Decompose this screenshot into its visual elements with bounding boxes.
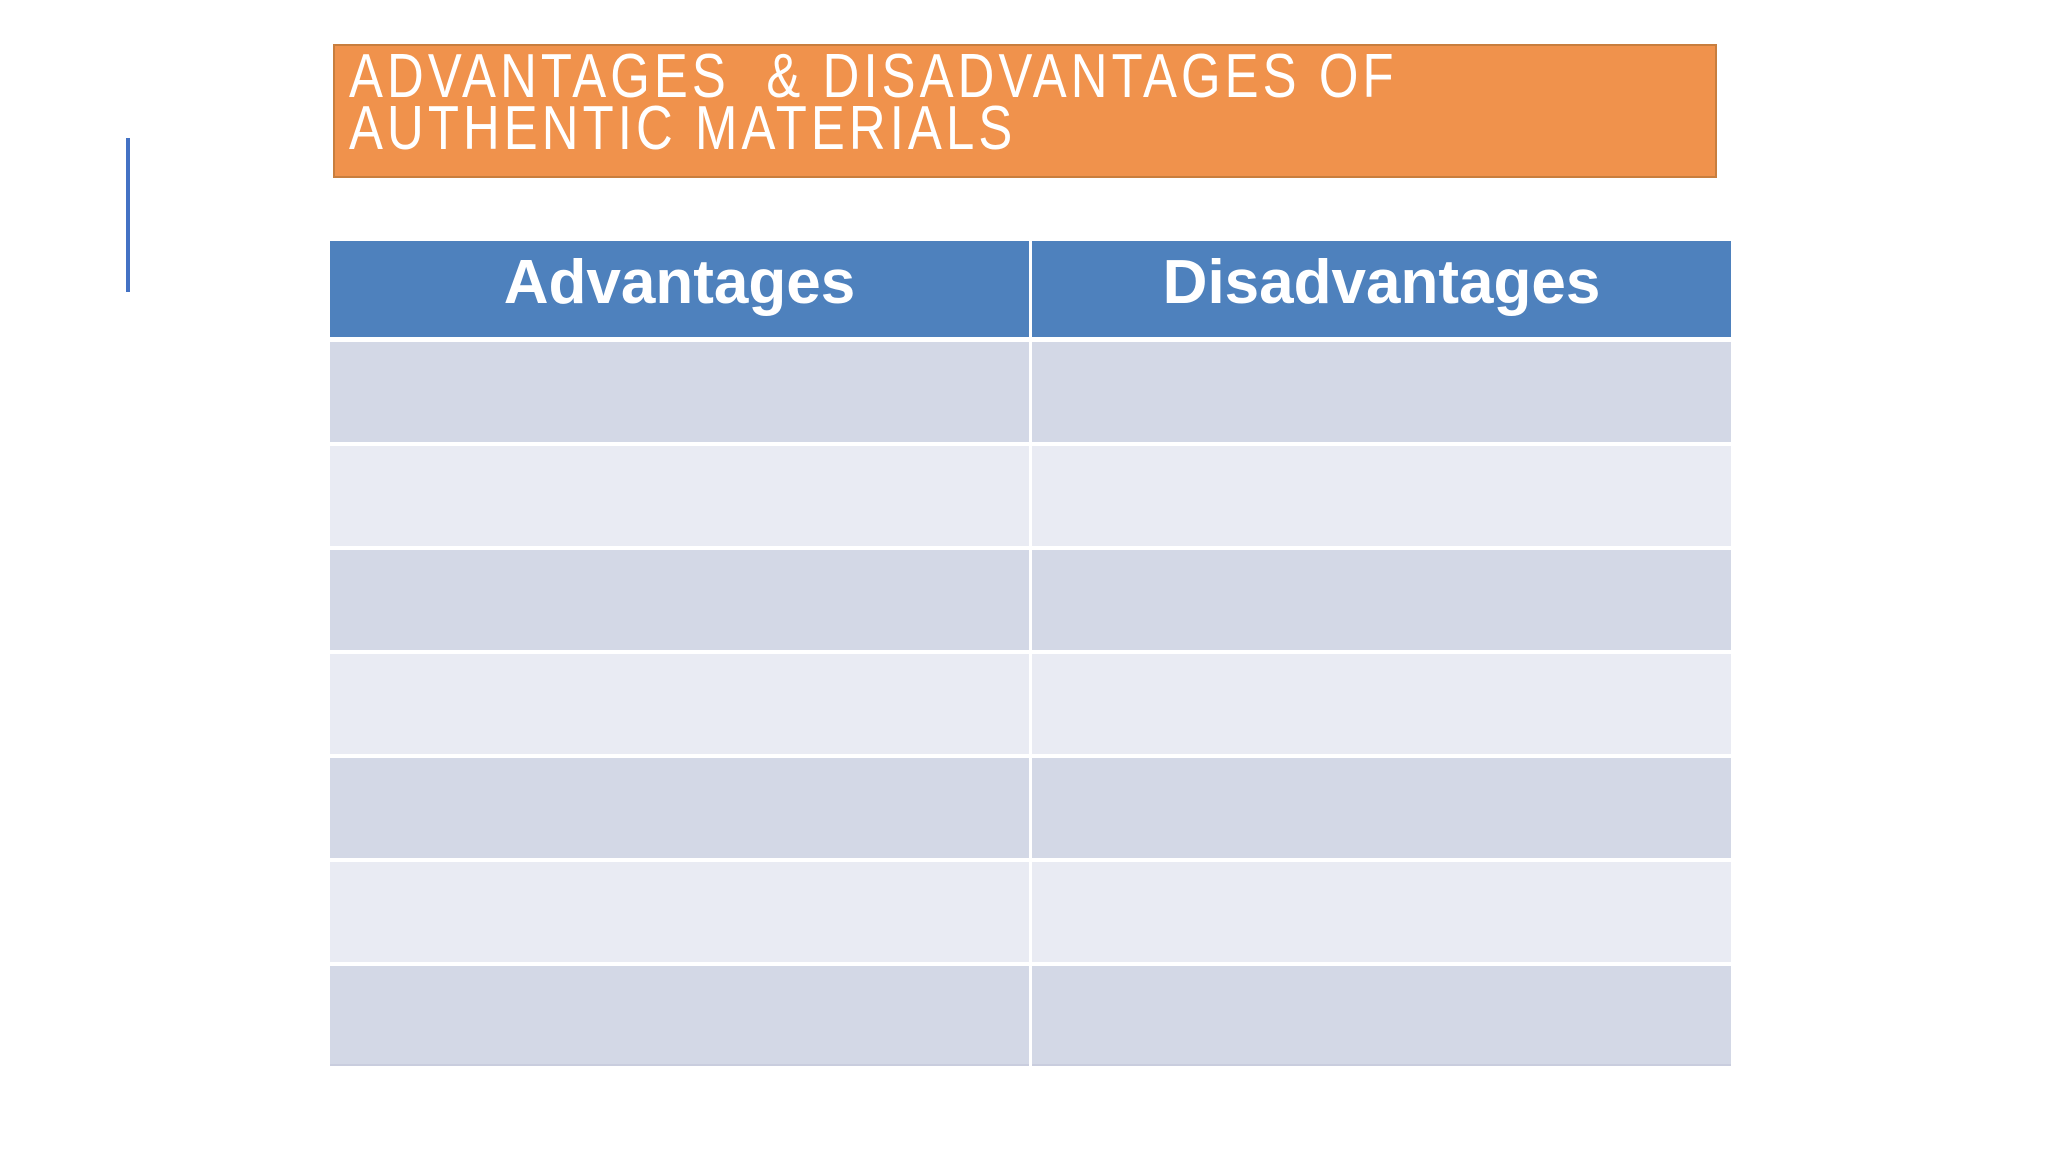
table-row <box>330 966 1731 1066</box>
table-cell <box>330 758 1029 858</box>
table-cell <box>330 862 1029 962</box>
table-row <box>330 758 1731 858</box>
table-cell <box>330 654 1029 754</box>
table-cell <box>1032 446 1731 546</box>
table-cell <box>1032 342 1731 442</box>
accent-vertical-line <box>126 138 130 292</box>
table-cell <box>330 446 1029 546</box>
table-row <box>330 342 1731 442</box>
table-header-row: Advantages Disadvantages <box>330 241 1731 337</box>
table-cell <box>330 342 1029 442</box>
table-cell <box>1032 966 1731 1066</box>
title-line-2: AUTHENTIC MATERIALS <box>349 94 1017 163</box>
table-cell <box>1032 550 1731 650</box>
table-row <box>330 446 1731 546</box>
table-row <box>330 550 1731 650</box>
table-cell <box>1032 862 1731 962</box>
table-cell <box>1032 654 1731 754</box>
table-cell <box>330 966 1029 1066</box>
header-cell-advantages: Advantages <box>330 241 1029 337</box>
title-banner: ADVANTAGES & DISADVANTAGES OF AUTHENTIC … <box>333 44 1717 178</box>
table-cell <box>330 550 1029 650</box>
advantages-table: Advantages Disadvantages <box>330 241 1731 1066</box>
table-body <box>330 342 1731 1066</box>
table-cell <box>1032 758 1731 858</box>
table-row <box>330 862 1731 962</box>
table-row <box>330 654 1731 754</box>
title-line-1: ADVANTAGES & DISADVANTAGES OF <box>349 44 1398 111</box>
header-cell-disadvantages: Disadvantages <box>1032 241 1731 337</box>
